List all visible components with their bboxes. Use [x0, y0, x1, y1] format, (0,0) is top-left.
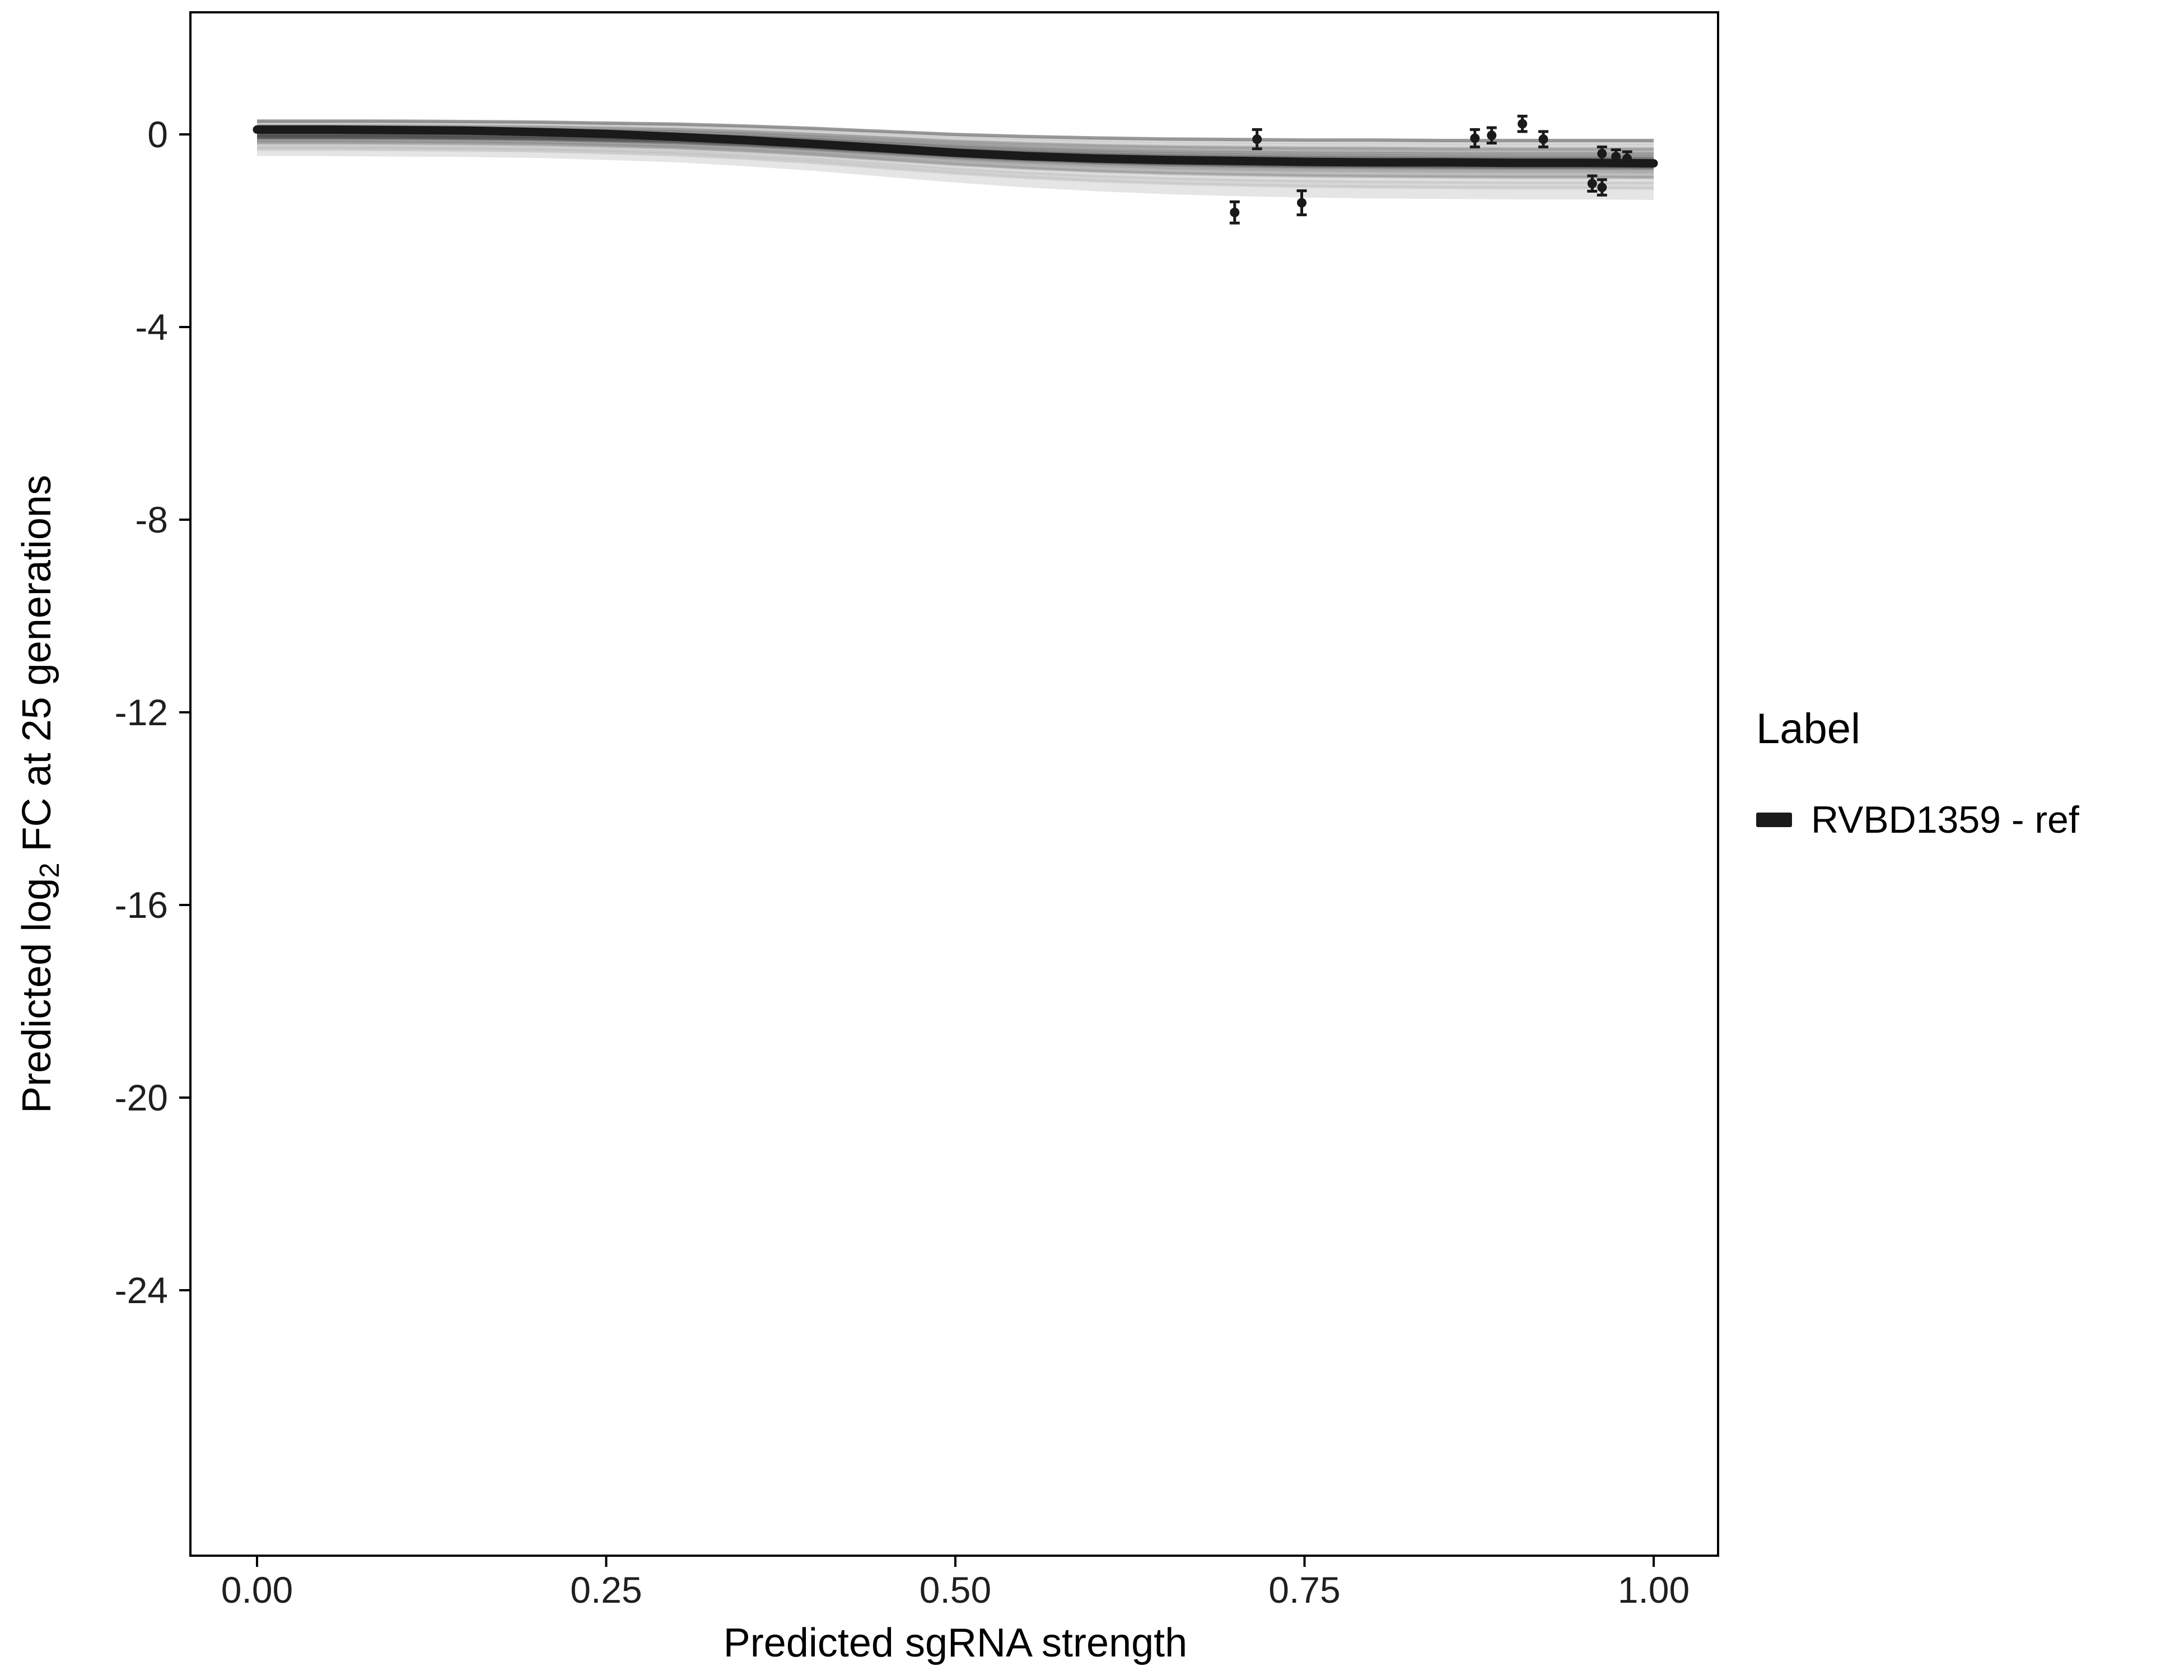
x-tick-label: 0.25: [570, 1569, 642, 1611]
x-tick-label: 0.50: [920, 1569, 991, 1611]
point-marker: [1297, 198, 1307, 208]
y-axis-title-pre: Predicted log: [14, 878, 59, 1113]
y-tick-label: 0: [147, 114, 168, 155]
point-marker: [1470, 133, 1480, 143]
point-marker: [1622, 153, 1632, 164]
point-marker: [1597, 183, 1607, 193]
data-point: [1469, 128, 1480, 148]
legend: Label RVBD1359 - ref: [1756, 704, 2079, 842]
data-point: [1538, 130, 1548, 148]
data-point: [1296, 189, 1307, 217]
y-tick-label: -4: [135, 306, 168, 348]
point-marker: [1252, 134, 1262, 144]
legend-entry: RVBD1359 - ref: [1756, 798, 2079, 842]
point-marker: [1587, 179, 1597, 189]
y-tick-label: -24: [115, 1270, 168, 1311]
point-marker: [1230, 207, 1240, 217]
point-marker: [1538, 134, 1548, 144]
data-point: [1252, 128, 1262, 151]
panel-border: [189, 11, 1719, 1557]
uncertainty-band: [257, 120, 1654, 200]
data-point: [1517, 114, 1528, 133]
legend-entry-label: RVBD1359 - ref: [1811, 799, 2079, 841]
x-tick-label: 0.00: [221, 1569, 293, 1611]
data-point: [1587, 174, 1598, 193]
main-curve: [253, 125, 1658, 168]
legend-title: Label: [1756, 705, 1860, 753]
point-marker: [1518, 119, 1528, 129]
x-axis-title: Predicted sgRNA strength: [723, 1621, 1188, 1665]
x-tick-label: 0.75: [1268, 1569, 1340, 1611]
data-points: [1229, 114, 1632, 225]
data-point: [1597, 145, 1607, 162]
data-point: [1622, 150, 1632, 167]
x-tick-label: 1.00: [1618, 1569, 1690, 1611]
y-tick-label: -16: [115, 884, 168, 926]
data-point: [1611, 148, 1621, 165]
y-axis-title-sub: 2: [35, 862, 66, 878]
data-point: [1597, 178, 1607, 197]
data-point: [1486, 126, 1497, 144]
y-axis: 0 -4 -8 -12 -16 -20 -24: [115, 114, 190, 1311]
point-marker: [1487, 130, 1497, 141]
point-marker: [1611, 152, 1621, 162]
y-tick-label: -8: [135, 499, 168, 540]
y-tick-label: -12: [115, 692, 168, 733]
point-marker: [1597, 148, 1607, 158]
data-point: [1229, 200, 1240, 225]
y-axis-title: Predicted log2 FC at 25 generations: [14, 475, 66, 1113]
y-axis-title-post: FC at 25 generations: [14, 475, 59, 863]
y-tick-label: -20: [115, 1077, 168, 1118]
x-axis: 0.00 0.25 0.50 0.75 1.00: [221, 1556, 1690, 1611]
legend-key-line: [1756, 813, 1792, 827]
